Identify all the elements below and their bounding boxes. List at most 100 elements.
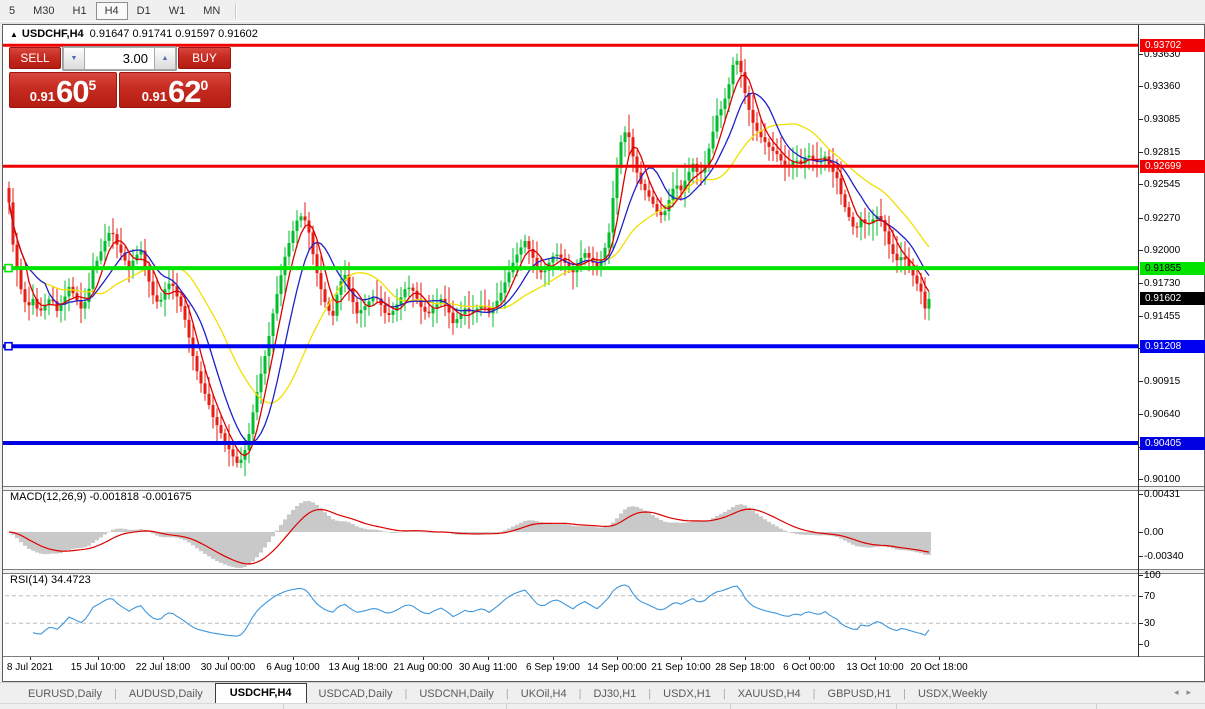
price-badge-0.92699: 0.92699 xyxy=(1140,160,1205,173)
buy-price-prefix: 0.91 xyxy=(141,89,168,104)
ma-medium-line xyxy=(8,92,930,444)
buy-price-panel[interactable]: 0.91 62 0 xyxy=(119,72,231,108)
price-tick-0.93360: 0.93360 xyxy=(1138,81,1181,92)
volume-increase-button[interactable]: ▲ xyxy=(154,47,176,70)
price-badge-0.90405: 0.90405 xyxy=(1140,437,1205,450)
timeframe-button-d1[interactable]: D1 xyxy=(136,5,151,17)
price-badge-0.91855: 0.91855 xyxy=(1140,262,1205,275)
chart-window: ▲ USDCHF,H4 0.91647 0.91741 0.91597 0.9160… xyxy=(2,24,1205,682)
price-tick-0.90100: 0.90100 xyxy=(1138,474,1181,485)
timeframe-button-5[interactable]: 5 xyxy=(9,5,16,17)
price-badge-0.91208: 0.91208 xyxy=(1140,340,1205,353)
chart-tab-usdcnh[interactable]: USDCNH,Daily xyxy=(419,688,494,700)
chart-tab-usdx[interactable]: USDX,Weekly xyxy=(917,688,988,700)
tab-scroll-right-icon[interactable]: ▸ xyxy=(1186,687,1199,697)
chart-tab-usdchf[interactable]: USDCHF,H4 xyxy=(214,683,307,703)
chart-plot-area[interactable] xyxy=(3,25,1204,681)
chart-tab-xauusd[interactable]: XAUUSD,H4 xyxy=(737,688,801,700)
price-tick-0.91455: 0.91455 xyxy=(1138,311,1181,322)
time-tick xyxy=(488,657,489,660)
tab-divider: | xyxy=(903,688,906,700)
price-axis-line xyxy=(1138,25,1139,657)
chart-tab-dj30[interactable]: DJ30,H1 xyxy=(593,688,637,700)
time-label: 28 Sep 18:00 xyxy=(715,662,775,673)
price-tick-0.93085: 0.93085 xyxy=(1138,114,1181,125)
price-levels-layer xyxy=(3,43,1167,445)
sell-price-main: 60 xyxy=(56,74,89,110)
time-tick xyxy=(228,657,229,660)
timeframe-toolbar: 5 M30 H1 H4 D1 W1 MN xyxy=(0,0,1205,22)
volume-spinner: ▼ 3.00 ▲ xyxy=(62,46,177,71)
time-label: 6 Sep 19:00 xyxy=(526,662,580,673)
macd-signal-line xyxy=(8,508,930,565)
tab-scroll-left-icon[interactable]: ◂ xyxy=(1173,687,1187,697)
one-click-trade-widget: SELL ▼ 3.00 ▲ BUY 0.91 60 5 0.91 62 0 xyxy=(9,46,231,108)
time-tick xyxy=(681,657,682,660)
price-badge-0.91602: 0.91602 xyxy=(1140,292,1205,305)
time-tick xyxy=(293,657,294,660)
chart-symbol-label: USDCHF,H4 xyxy=(21,28,84,40)
sell-button[interactable]: SELL xyxy=(9,47,61,69)
tab-divider: | xyxy=(648,688,652,700)
time-tick xyxy=(875,657,876,660)
indicator-tick-0: 0 xyxy=(1139,638,1150,650)
buy-price-main: 62 xyxy=(168,74,201,110)
time-label: 21 Sep 10:00 xyxy=(651,662,711,673)
time-label: 13 Aug 18:00 xyxy=(328,662,388,673)
rsi-panel-divider[interactable] xyxy=(3,569,1204,574)
timeframe-button-h1[interactable]: H1 xyxy=(72,5,87,17)
timeframe-button-h4[interactable]: H4 xyxy=(95,2,128,20)
buy-button[interactable]: BUY xyxy=(178,47,231,69)
time-label: 20 Oct 18:00 xyxy=(910,662,968,673)
sell-price-panel[interactable]: 0.91 60 5 xyxy=(9,72,117,108)
toolbar-separator xyxy=(235,2,238,19)
collapse-arrow-icon[interactable]: ▲ xyxy=(10,30,18,39)
time-tick xyxy=(423,657,424,660)
time-label: 30 Aug 11:00 xyxy=(458,662,518,673)
hline-handle[interactable] xyxy=(4,263,13,273)
volume-decrease-button[interactable]: ▼ xyxy=(63,47,85,70)
indicator-tick--0.00340: -0.00340 xyxy=(1138,550,1184,562)
chart-tab-usdcad[interactable]: USDCAD,Daily xyxy=(318,688,393,700)
macd-panel-divider[interactable] xyxy=(3,486,1204,491)
timeframe-button-mn[interactable]: MN xyxy=(203,5,221,17)
price-tick-0.90640: 0.90640 xyxy=(1138,409,1181,420)
time-tick xyxy=(98,657,99,660)
tab-divider: | xyxy=(113,688,117,700)
indicator-tick-100: 100 xyxy=(1139,569,1161,581)
price-tick-0.93630: 0.93630 xyxy=(1138,49,1181,60)
time-label: 15 Jul 10:00 xyxy=(70,662,126,673)
chart-tab-eurusd[interactable]: EURUSD,Daily xyxy=(28,688,102,700)
chart-tab-audusd[interactable]: AUDUSD,Daily xyxy=(128,688,203,700)
timeframe-button-w1[interactable]: W1 xyxy=(168,5,186,17)
sell-price-pip: 5 xyxy=(88,77,97,93)
rsi-indicator-label: RSI(14) 34.4723 xyxy=(10,574,91,586)
price-tick-0.92270: 0.92270 xyxy=(1138,213,1181,224)
chart-ohlc-values: 0.91647 0.91741 0.91597 0.91602 xyxy=(89,28,258,40)
sell-price-prefix: 0.91 xyxy=(29,89,56,104)
time-tick xyxy=(617,657,618,660)
indicator-tick-30: 30 xyxy=(1138,617,1156,629)
chart-tab-gbpusd[interactable]: GBPUSD,H1 xyxy=(827,688,892,700)
tab-divider: | xyxy=(722,688,726,700)
chart-tabs: EURUSD,Daily | AUDUSD,Daily USDCHF,H4 USDCAD… xyxy=(16,683,999,703)
time-tick xyxy=(30,657,31,660)
time-tick xyxy=(553,657,554,660)
price-tick-0.91730: 0.91730 xyxy=(1138,278,1181,289)
hline-handle[interactable] xyxy=(4,341,13,351)
chart-tab-ukoil[interactable]: UKOil,H4 xyxy=(520,688,567,700)
time-axis-divider xyxy=(3,656,1204,657)
volume-input[interactable]: 3.00 xyxy=(85,47,154,70)
time-label: 8 Jul 2021 xyxy=(6,662,54,673)
timeframe-buttons: 5 M30 H1 H4 D1 W1 MN xyxy=(0,1,229,20)
time-tick xyxy=(809,657,810,660)
time-label: 22 Jul 18:00 xyxy=(135,662,191,673)
timeframe-button-m30[interactable]: M30 xyxy=(33,5,55,17)
indicator-tick-70: 70 xyxy=(1138,590,1156,602)
candles-layer xyxy=(7,46,931,477)
chart-tab-usdx[interactable]: USDX,H1 xyxy=(663,688,711,700)
price-tick-0.90915: 0.90915 xyxy=(1138,376,1181,387)
buy-price-pip: 0 xyxy=(200,77,209,93)
bottom-status-strip xyxy=(0,703,1205,709)
